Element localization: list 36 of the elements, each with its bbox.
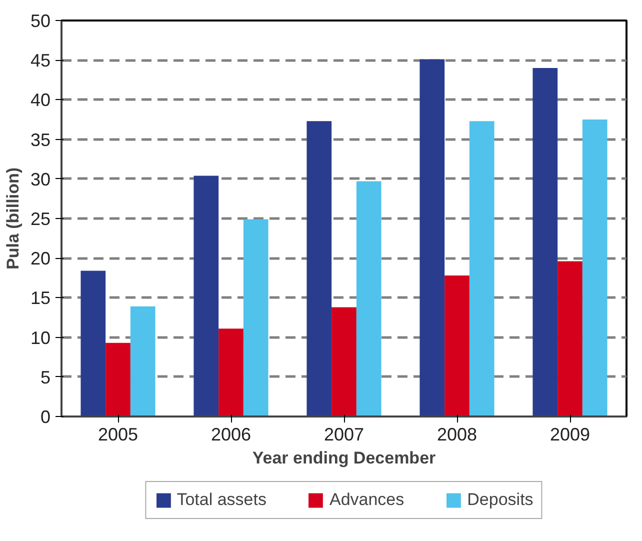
bar	[80, 270, 106, 416]
bar	[306, 121, 332, 416]
bar	[532, 68, 558, 416]
bar	[332, 307, 356, 416]
y-tick-label: 30	[30, 169, 51, 190]
bar	[106, 342, 130, 416]
x-axis-title: Year ending December	[252, 448, 436, 468]
y-tick-label: 35	[30, 130, 51, 150]
x-tick-label: 2005	[98, 424, 138, 444]
bar	[356, 181, 382, 416]
bar	[558, 261, 582, 416]
y-tick-label: 0	[40, 407, 51, 427]
y-tick-label: 15	[30, 288, 51, 308]
y-axis-title: Pula (billion)	[3, 167, 22, 270]
legend-label: Total assets	[176, 490, 266, 510]
y-tick-label: 40	[30, 90, 51, 110]
y-tick-label: 45	[30, 50, 51, 71]
bar	[444, 276, 470, 416]
y-tick-label: 5	[40, 367, 51, 388]
bar	[130, 306, 156, 416]
x-tick-label: 2008	[436, 424, 478, 444]
bar	[420, 59, 445, 416]
y-tick-label: 25	[30, 209, 51, 229]
bar	[469, 121, 494, 416]
legend-label: Deposits	[467, 490, 534, 510]
bar	[582, 120, 608, 416]
legend-label: Advances	[329, 490, 404, 510]
bar	[218, 328, 244, 416]
y-tick-label: 20	[30, 248, 51, 269]
y-tick-label: 50	[30, 11, 51, 31]
x-tick-label: 2006	[210, 424, 252, 444]
x-tick-label: 2007	[324, 424, 364, 444]
x-tick-label: 2009	[550, 424, 590, 444]
bar	[243, 219, 268, 416]
y-tick-label: 10	[30, 328, 51, 348]
bar	[194, 176, 219, 416]
